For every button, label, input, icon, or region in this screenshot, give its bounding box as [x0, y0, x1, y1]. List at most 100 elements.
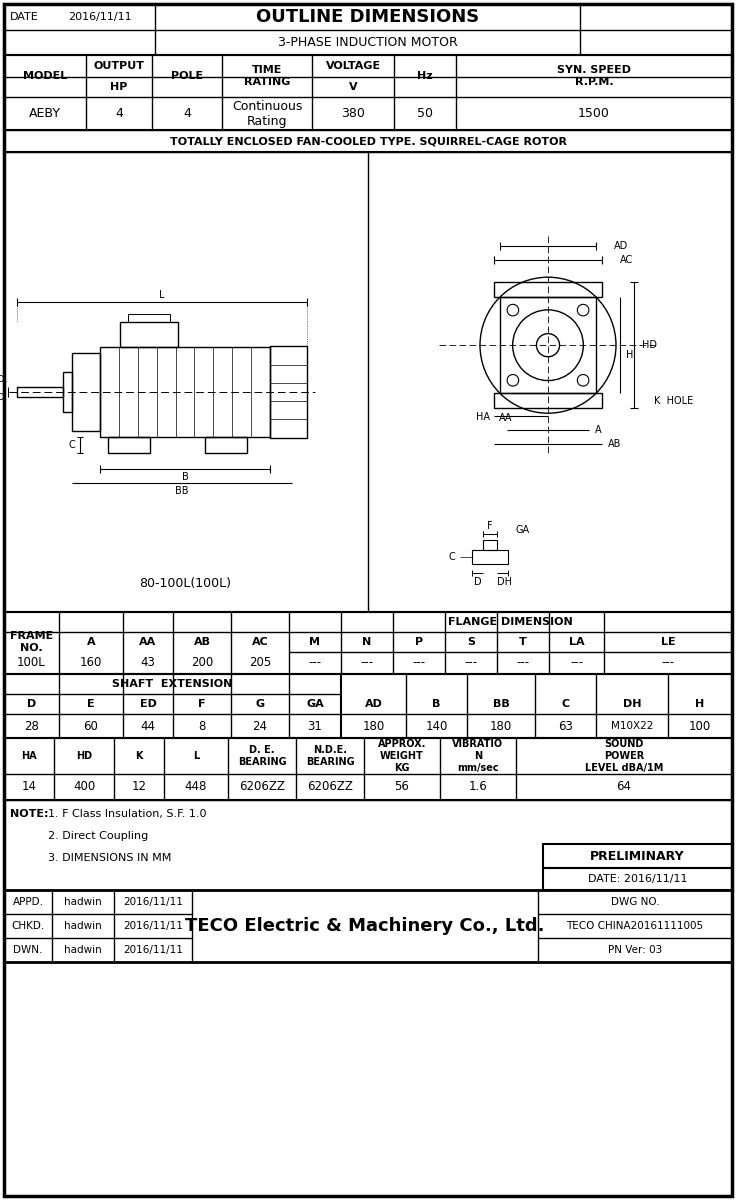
- Text: 1. F Class Insulation, S.F. 1.0: 1. F Class Insulation, S.F. 1.0: [48, 809, 207, 818]
- Text: SYN. SPEED
R.P.M.: SYN. SPEED R.P.M.: [557, 65, 631, 86]
- Text: 24: 24: [252, 720, 267, 732]
- Text: H: H: [696, 698, 704, 709]
- Bar: [4, 674, 732, 738]
- Bar: [205, 437, 247, 452]
- Text: PN Ver: 03: PN Ver: 03: [608, 946, 662, 955]
- Text: NOTE:: NOTE:: [10, 809, 49, 818]
- Text: DATE: DATE: [10, 12, 39, 22]
- Text: AB: AB: [194, 637, 210, 647]
- Text: AD: AD: [615, 241, 629, 251]
- Text: BB: BB: [492, 698, 509, 709]
- Text: H: H: [626, 350, 634, 360]
- Text: 43: 43: [141, 656, 155, 670]
- Text: 6206ZZ: 6206ZZ: [239, 780, 285, 793]
- Text: 63: 63: [558, 720, 573, 732]
- Text: Hz: Hz: [417, 71, 433, 80]
- Text: V: V: [349, 82, 357, 92]
- Text: HD: HD: [642, 341, 657, 350]
- Text: 2016/11/11: 2016/11/11: [123, 946, 183, 955]
- Text: AC: AC: [620, 254, 633, 265]
- Text: DWN.: DWN.: [13, 946, 43, 955]
- Text: 100: 100: [689, 720, 711, 732]
- Text: 380: 380: [341, 107, 365, 120]
- Bar: [4, 612, 732, 674]
- Text: P: P: [415, 637, 423, 647]
- Text: D. E.
BEARING: D. E. BEARING: [238, 745, 286, 767]
- Bar: [4, 800, 732, 890]
- Text: F: F: [487, 521, 493, 530]
- Text: OUTLINE DIMENSIONS: OUTLINE DIMENSIONS: [256, 8, 480, 26]
- Text: PRELIMINARY: PRELIMINARY: [590, 850, 684, 863]
- Bar: [120, 322, 178, 347]
- Text: 50: 50: [417, 107, 433, 120]
- Bar: [483, 540, 497, 550]
- Text: AD: AD: [364, 698, 383, 709]
- Text: 60: 60: [84, 720, 99, 732]
- Text: DATE: 2016/11/11: DATE: 2016/11/11: [588, 874, 687, 884]
- Text: 2016/11/11: 2016/11/11: [68, 12, 132, 22]
- Text: DH: DH: [497, 577, 512, 587]
- Text: DH: DH: [623, 698, 641, 709]
- Text: AA: AA: [139, 637, 157, 647]
- Text: 3. DIMENSIONS IN MM: 3. DIMENSIONS IN MM: [48, 853, 171, 863]
- Text: 1500: 1500: [578, 107, 610, 120]
- Text: 44: 44: [141, 720, 155, 732]
- Text: TIME
RATING: TIME RATING: [244, 65, 290, 86]
- Bar: [4, 890, 732, 962]
- Text: HP: HP: [110, 82, 127, 92]
- Text: ED.: ED.: [0, 392, 8, 402]
- Text: 28: 28: [24, 720, 39, 732]
- Text: 100L: 100L: [17, 656, 46, 670]
- Text: 80-100L(100L): 80-100L(100L): [139, 577, 231, 590]
- Text: 2. Direct Coupling: 2. Direct Coupling: [48, 830, 148, 841]
- Bar: [494, 394, 602, 408]
- Text: 140: 140: [425, 720, 447, 732]
- Bar: [100, 347, 270, 437]
- Text: ED: ED: [140, 698, 157, 709]
- Text: F: F: [198, 698, 206, 709]
- Text: ---: ---: [412, 656, 425, 670]
- Text: 64: 64: [617, 780, 631, 793]
- Text: M: M: [310, 637, 320, 647]
- Bar: [4, 152, 732, 612]
- Text: 180: 180: [490, 720, 512, 732]
- Text: B: B: [432, 698, 441, 709]
- Text: APPD.: APPD.: [13, 898, 43, 907]
- Bar: [500, 296, 596, 394]
- Text: 205: 205: [249, 656, 271, 670]
- Text: SOUND
POWER
LEVEL dBA/1M: SOUND POWER LEVEL dBA/1M: [585, 739, 663, 773]
- Text: AA: AA: [499, 414, 513, 424]
- Text: C: C: [562, 698, 570, 709]
- Text: 2016/11/11: 2016/11/11: [123, 922, 183, 931]
- Text: B: B: [182, 472, 188, 482]
- Text: 4: 4: [183, 107, 191, 120]
- Text: L: L: [193, 751, 199, 761]
- Text: 400: 400: [73, 780, 95, 793]
- Text: VOLTAGE: VOLTAGE: [325, 61, 381, 71]
- Text: HA: HA: [21, 751, 37, 761]
- Text: LA: LA: [569, 637, 584, 647]
- Text: ---: ---: [517, 656, 530, 670]
- Bar: [4, 738, 732, 800]
- Text: 180: 180: [362, 720, 385, 732]
- Bar: [128, 314, 170, 322]
- Text: N.D.E.
BEARING: N.D.E. BEARING: [305, 745, 354, 767]
- Text: 448: 448: [185, 780, 208, 793]
- Text: K: K: [135, 751, 143, 761]
- Text: APPROX.
WEIGHT
KG: APPROX. WEIGHT KG: [378, 739, 426, 773]
- Bar: [4, 130, 732, 152]
- Text: S: S: [467, 637, 475, 647]
- Text: hadwin: hadwin: [64, 946, 102, 955]
- Text: GA: GA: [306, 698, 324, 709]
- Text: Continuous
Rating: Continuous Rating: [232, 100, 302, 127]
- Text: SHAFT  EXTENSION: SHAFT EXTENSION: [113, 679, 233, 689]
- Text: K  HOLE: K HOLE: [654, 396, 693, 406]
- Text: TECO CHINA20161111005: TECO CHINA20161111005: [567, 922, 704, 931]
- Text: TECO Electric & Machinery Co., Ltd.: TECO Electric & Machinery Co., Ltd.: [185, 917, 545, 935]
- Text: 160: 160: [79, 656, 102, 670]
- Bar: [63, 372, 72, 412]
- Text: CHKD.: CHKD.: [11, 922, 45, 931]
- Text: hadwin: hadwin: [64, 898, 102, 907]
- Text: 3-PHASE INDUCTION MOTOR: 3-PHASE INDUCTION MOTOR: [278, 36, 458, 49]
- Text: ---: ---: [464, 656, 478, 670]
